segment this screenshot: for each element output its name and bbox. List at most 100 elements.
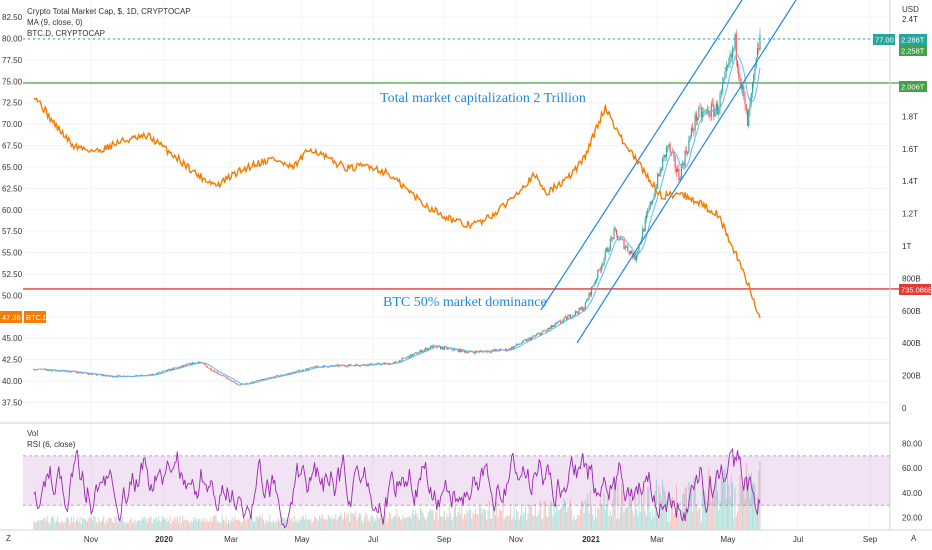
- rsi-axis[interactable]: 80.00 60.00 40.00 20.00: [902, 440, 923, 523]
- candle-body: [96, 374, 99, 376]
- volume-bar: [759, 461, 761, 530]
- volume-bar: [522, 514, 524, 530]
- candle-body: [677, 168, 679, 172]
- annotation-btc-dominance[interactable]: BTC 50% market dominance: [383, 295, 547, 310]
- candle-body: [397, 362, 399, 363]
- candle-body: [481, 350, 483, 352]
- volume-bar: [295, 521, 297, 530]
- volume-bar: [594, 507, 596, 530]
- volume-bar: [625, 507, 627, 530]
- volume-bar: [312, 521, 314, 530]
- volume-bar: [89, 516, 91, 530]
- candle-body: [690, 128, 692, 137]
- candle-body: [593, 284, 595, 287]
- volume-bar: [416, 513, 418, 530]
- volume-bar: [322, 518, 324, 530]
- candle-body: [573, 315, 575, 316]
- channel-lower-line[interactable]: [576, 0, 797, 344]
- volume-bar: [727, 468, 729, 530]
- candle-body: [34, 369, 36, 371]
- timezone-button[interactable]: Z: [6, 534, 11, 543]
- volume-bar: [205, 522, 207, 530]
- volume-bar: [735, 516, 737, 530]
- candle-body: [103, 375, 105, 376]
- volume-bar: [480, 507, 482, 530]
- volume-bar: [260, 518, 262, 530]
- candle-body: [190, 363, 192, 365]
- channel-upper-line[interactable]: [540, 0, 743, 311]
- candle-body: [546, 330, 548, 332]
- candle-body: [301, 369, 303, 372]
- candle-body: [708, 109, 710, 117]
- volume-bar: [655, 479, 657, 530]
- volume-bar: [478, 505, 480, 530]
- volume-bar: [396, 508, 398, 530]
- candle-body: [178, 367, 180, 369]
- volume-bar: [49, 523, 51, 530]
- volume-bar: [593, 519, 595, 530]
- annotation-total-cap[interactable]: Total market capitalization 2 Trillion: [380, 91, 586, 106]
- candle-body: [76, 373, 79, 374]
- volume-bar: [564, 501, 566, 530]
- candle-body: [725, 67, 727, 72]
- candle-body: [236, 383, 238, 385]
- candle-body: [664, 154, 666, 158]
- candle-body: [534, 335, 536, 337]
- volume-bar: [437, 519, 439, 530]
- left-tick-label: 57.50: [2, 227, 23, 236]
- candle-body: [738, 67, 740, 78]
- volume-bar: [214, 515, 216, 530]
- volume-bar: [601, 505, 603, 530]
- candle-body: [552, 325, 554, 327]
- right-axis[interactable]: 2.4T2.2T2T1.8T1.6T1.4T1.2T1T800B600B400B…: [902, 15, 921, 413]
- volume-bar: [447, 517, 449, 530]
- candle-body: [225, 376, 227, 378]
- candle-body: [556, 322, 558, 324]
- left-tick-label: 70.00: [2, 120, 23, 129]
- volume-bar: [744, 499, 746, 530]
- volume-bar: [344, 512, 346, 530]
- trend-channel[interactable]: [540, 0, 797, 344]
- volume-bar: [737, 511, 739, 530]
- volume-bar: [516, 509, 518, 530]
- volume-bar: [270, 521, 272, 530]
- volume-bar: [662, 479, 664, 530]
- volume-bar: [58, 522, 60, 530]
- volume-bar: [315, 517, 317, 530]
- candle-body: [648, 208, 650, 211]
- volume-bar: [435, 512, 437, 530]
- candle-body: [719, 93, 721, 109]
- volume-bar: [101, 519, 103, 530]
- candle-body: [659, 169, 661, 176]
- candle-body: [290, 372, 292, 374]
- candle-body: [547, 328, 549, 331]
- volume-bar: [667, 521, 669, 530]
- candle-body: [33, 369, 35, 371]
- candle-body: [451, 347, 453, 350]
- auto-scale-button[interactable]: A: [911, 534, 917, 543]
- candle-body: [736, 60, 739, 68]
- volume-bar: [733, 518, 735, 530]
- volume-bar: [120, 519, 122, 530]
- chart-title: Crypto Total Market Cap, $, 1D, CRYPTOCA…: [27, 7, 191, 16]
- current-value-1: 77.00: [875, 36, 894, 45]
- time-axis[interactable]: Nov 2020 Mar May Jul Sep Nov 2021 Mar May Jul Sep: [84, 535, 878, 544]
- candle-body: [735, 34, 737, 61]
- candle-body: [440, 346, 442, 350]
- rsi-line: [33, 447, 761, 529]
- volume-bar: [643, 485, 645, 530]
- candle-body: [544, 330, 546, 332]
- volume-bar: [375, 518, 377, 530]
- volume-bar: [291, 518, 293, 530]
- candle-body: [699, 107, 701, 109]
- candle-body: [512, 346, 514, 349]
- candle-body: [452, 349, 454, 351]
- volume-bar: [368, 521, 370, 530]
- volume-bar: [665, 500, 667, 530]
- volume-bar: [245, 520, 247, 530]
- volume-bar: [568, 506, 570, 530]
- volume-bar: [65, 517, 67, 530]
- volume-bar: [543, 502, 545, 530]
- candle-body: [199, 361, 201, 363]
